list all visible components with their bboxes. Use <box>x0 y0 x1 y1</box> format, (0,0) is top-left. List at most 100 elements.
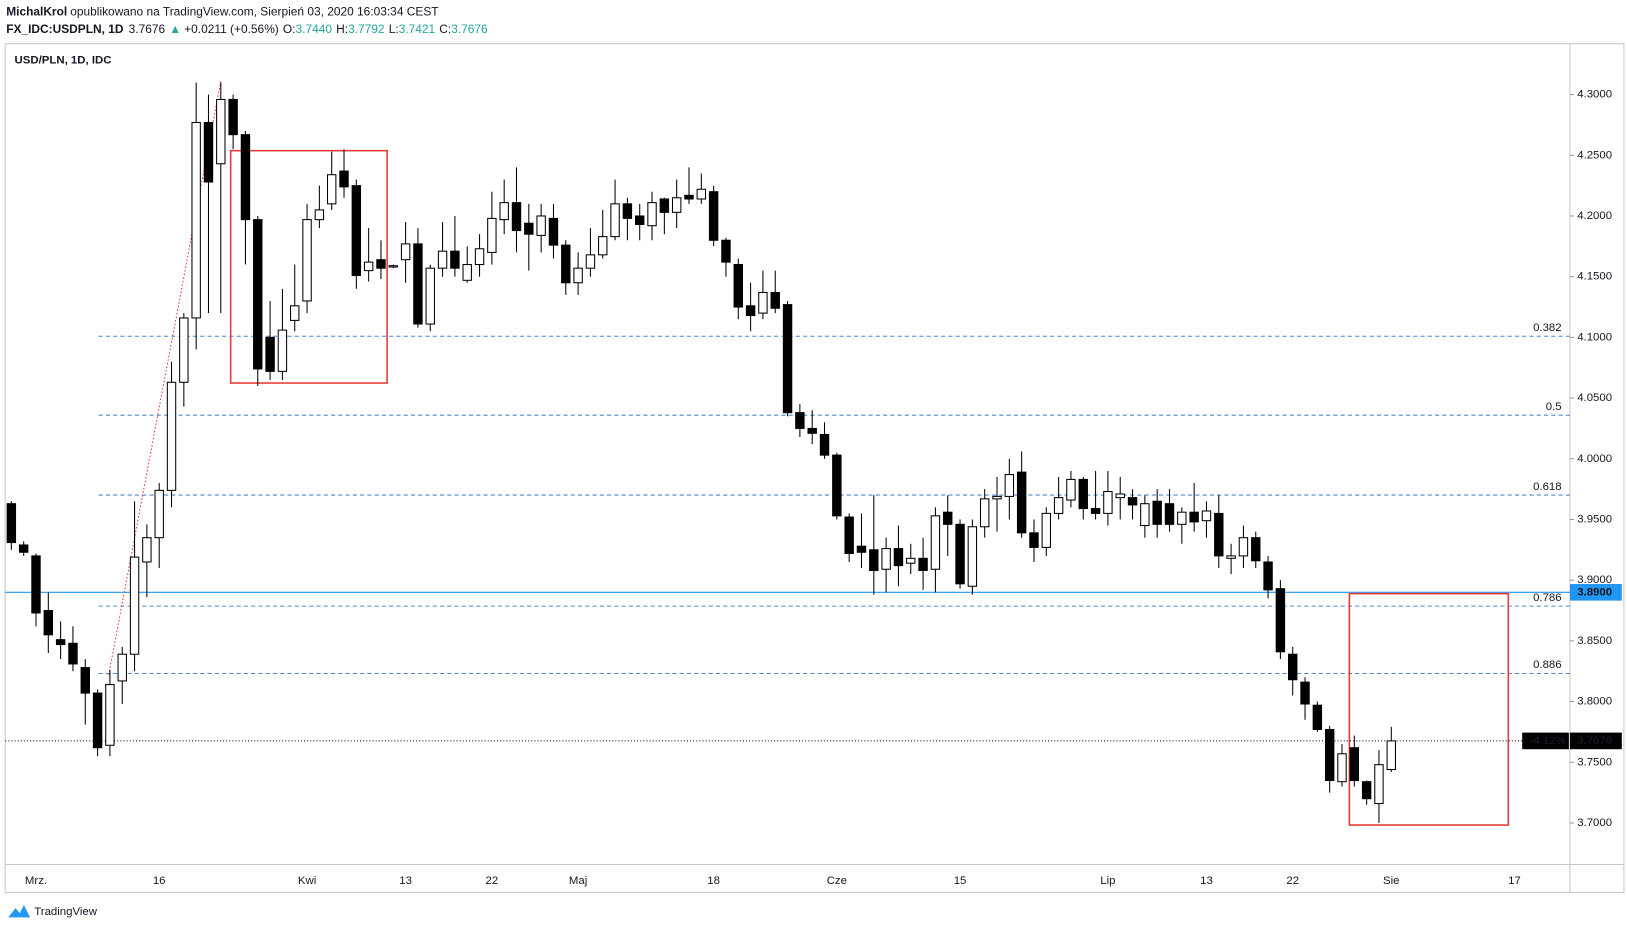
candle-body <box>906 557 916 564</box>
candle-body <box>573 267 583 284</box>
candle-body <box>979 498 990 528</box>
candle-body <box>437 250 448 269</box>
candle-body <box>191 121 201 319</box>
candle-body <box>708 191 719 241</box>
change-tag <box>1522 732 1569 750</box>
candle-body <box>129 556 140 655</box>
candle-body <box>1164 503 1175 525</box>
fib-label: 0.5 <box>1546 401 1562 413</box>
candle-body <box>1041 512 1052 548</box>
y-tick-label: 4.0000 <box>1577 453 1612 465</box>
change: +0.0211 (+0.56%) <box>184 22 279 36</box>
candle-body <box>1324 728 1335 781</box>
x-tick-label: Sie <box>1383 875 1400 887</box>
candle-body <box>1189 511 1199 523</box>
candle-body <box>1016 471 1027 534</box>
candle-body <box>659 198 670 213</box>
candle-body <box>967 526 978 587</box>
candle-body <box>943 511 953 525</box>
candle-body <box>745 305 756 317</box>
candle-body <box>6 503 17 544</box>
y-tick-label: 3.8500 <box>1577 635 1612 647</box>
published: opublikowano na TradingView.com, Sierpie… <box>70 5 439 19</box>
x-tick-label: 13 <box>1200 875 1213 887</box>
candle-body <box>819 433 830 456</box>
candle-body <box>413 243 423 325</box>
y-tick-label: 4.2000 <box>1577 210 1612 222</box>
fib-label: 0.786 <box>1533 592 1562 604</box>
candle-body <box>142 537 152 563</box>
fib-label: 0.618 <box>1533 481 1562 493</box>
candle-body <box>216 98 226 165</box>
candle-body <box>499 202 509 221</box>
candle-body <box>684 194 694 200</box>
candle-body <box>992 495 1002 500</box>
chart-frame <box>4 43 1625 894</box>
candle-body <box>68 642 78 665</box>
candle-body <box>622 203 633 219</box>
candle-body <box>1251 537 1261 562</box>
x-tick-label: Maj <box>569 875 587 887</box>
fib-label: 0.886 <box>1533 659 1562 671</box>
candle-body <box>524 222 534 235</box>
candle-body <box>1053 497 1064 514</box>
candle-body <box>548 217 559 246</box>
candle-body <box>807 427 817 434</box>
candle-body <box>511 202 522 232</box>
candle-body <box>733 264 743 308</box>
candle-body <box>253 219 263 370</box>
candle-body <box>31 555 41 614</box>
candle-body <box>795 412 805 429</box>
candle-body <box>671 197 682 213</box>
candle-body <box>240 134 251 221</box>
last-price-tag <box>1569 732 1622 750</box>
candle-body <box>80 667 90 694</box>
change-label: -4.12% <box>1530 735 1566 747</box>
x-tick-label: 22 <box>486 875 499 887</box>
candle-body <box>881 548 891 570</box>
ohlc-label: O: <box>283 22 296 36</box>
candle-body <box>1115 493 1125 499</box>
candle-body <box>536 215 546 236</box>
candle-body <box>955 523 965 585</box>
candle-body <box>561 244 571 284</box>
y-tick-label: 3.9500 <box>1577 513 1612 525</box>
candle-body <box>1029 532 1039 548</box>
y-tick-label: 4.1500 <box>1577 271 1612 283</box>
candle-body <box>1127 497 1138 506</box>
candle-body <box>696 188 707 200</box>
ohlc-value: 3.7421 <box>399 22 436 36</box>
x-tick-label: 17 <box>1508 875 1521 887</box>
y-tick-label: 4.0500 <box>1577 392 1612 404</box>
candle-body <box>782 304 793 414</box>
candle-body <box>1238 537 1249 557</box>
candle-body <box>647 202 657 227</box>
ohlc-label: L: <box>389 22 399 36</box>
candle-body <box>474 248 485 266</box>
candle-body <box>1337 753 1347 783</box>
publish-line: MichalKrol opublikowano na TradingView.co… <box>6 5 439 19</box>
candle-body <box>1349 747 1360 781</box>
trend-line <box>108 81 222 675</box>
candle-body <box>105 684 115 746</box>
y-tick-label: 4.1000 <box>1577 331 1612 343</box>
ohlc-value: 3.7676 <box>451 22 488 36</box>
x-tick-label: 13 <box>399 875 412 887</box>
candle-body <box>154 489 164 539</box>
ohlc-value: 3.7440 <box>296 22 333 36</box>
candle-body <box>635 215 645 226</box>
candle-body <box>1214 512 1224 557</box>
chart-title: USD/PLN, 1D, IDC <box>15 54 112 66</box>
candle-body <box>1312 704 1323 731</box>
candle-body <box>1177 511 1187 525</box>
candle-body <box>487 217 497 253</box>
symbol-line: FX_IDC:USDPLN, 1D 3.7676 ▲ +0.0211 (+0.56%)… <box>6 22 488 36</box>
candle-body <box>18 544 29 553</box>
candle-body <box>1078 478 1088 510</box>
candle-body <box>1103 491 1113 514</box>
x-tick-label: Kwi <box>298 875 316 887</box>
candle-body <box>598 236 608 256</box>
fib-label: 0.382 <box>1533 322 1562 334</box>
x-tick-label: 22 <box>1286 875 1299 887</box>
candle-body <box>1374 764 1384 805</box>
